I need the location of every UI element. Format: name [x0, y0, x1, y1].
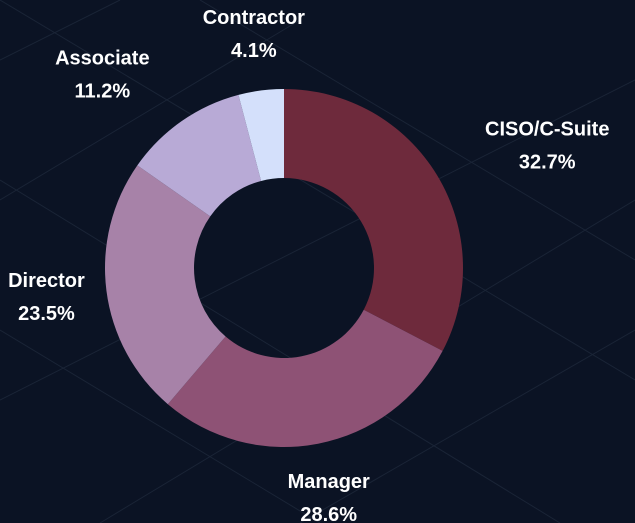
slice-value-label: 28.6% [300, 504, 357, 523]
donut-slice [137, 94, 262, 217]
slice-label: Manager [288, 471, 370, 493]
slice-value-label: 23.5% [18, 303, 75, 325]
slice-label: CISO/C-Suite [485, 119, 609, 141]
slice-value-label: 4.1% [231, 40, 277, 62]
donut-slice [104, 165, 226, 405]
slice-label: Contractor [203, 7, 305, 29]
donut-slice [167, 309, 443, 448]
slice-label: Director [8, 270, 85, 292]
donut-slice [238, 89, 284, 181]
slice-value-label: 11.2% [75, 81, 131, 103]
slice-label: Associate [55, 48, 150, 70]
donut-slice [284, 89, 463, 351]
slice-value-label: 32.7% [519, 152, 576, 174]
